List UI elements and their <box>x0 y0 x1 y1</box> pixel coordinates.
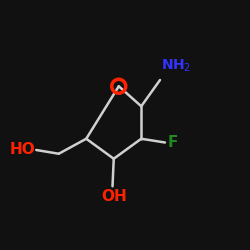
Text: F: F <box>168 135 178 150</box>
Text: OH: OH <box>101 189 127 204</box>
Text: NH$_2$: NH$_2$ <box>161 57 192 74</box>
Text: HO: HO <box>9 142 35 158</box>
